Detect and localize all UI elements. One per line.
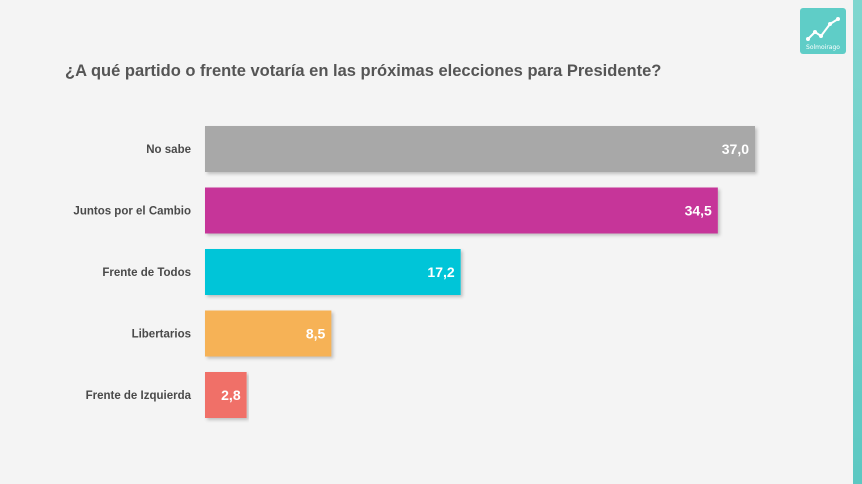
category-label: No sabe: [146, 144, 191, 156]
chart-title: ¿A qué partido o frente votaría en las p…: [65, 62, 662, 80]
value-label: 2,8: [221, 387, 241, 403]
bar-group: Frente de Izquierda 2,8: [86, 372, 247, 418]
value-label: 37,0: [722, 141, 749, 157]
value-label: 17,2: [427, 264, 454, 280]
value-label: 8,5: [306, 326, 326, 342]
category-label: Juntos por el Cambio: [73, 206, 191, 218]
bar: [205, 310, 332, 357]
bar: [205, 126, 755, 172]
bar: [205, 187, 718, 234]
category-label: Frente de Izquierda: [86, 390, 192, 402]
rising-line-chart-icon: [806, 17, 840, 41]
bar-group: Juntos por el Cambio 34,5: [73, 187, 718, 234]
category-label: Frente de Todos: [102, 267, 191, 279]
bar-group: Frente de Todos 17,2: [102, 249, 461, 295]
bar-group: Libertarios 8,5: [132, 310, 332, 357]
bar: [205, 249, 461, 295]
bar-group: No sabe 37,0: [146, 126, 755, 172]
value-label: 34,5: [685, 203, 712, 219]
bar: [205, 372, 247, 418]
logo-text: Solmoirago: [806, 44, 840, 51]
right-accent-stripe: [853, 0, 862, 484]
category-label: Libertarios: [132, 329, 191, 341]
brand-logo: Solmoirago: [800, 8, 846, 54]
